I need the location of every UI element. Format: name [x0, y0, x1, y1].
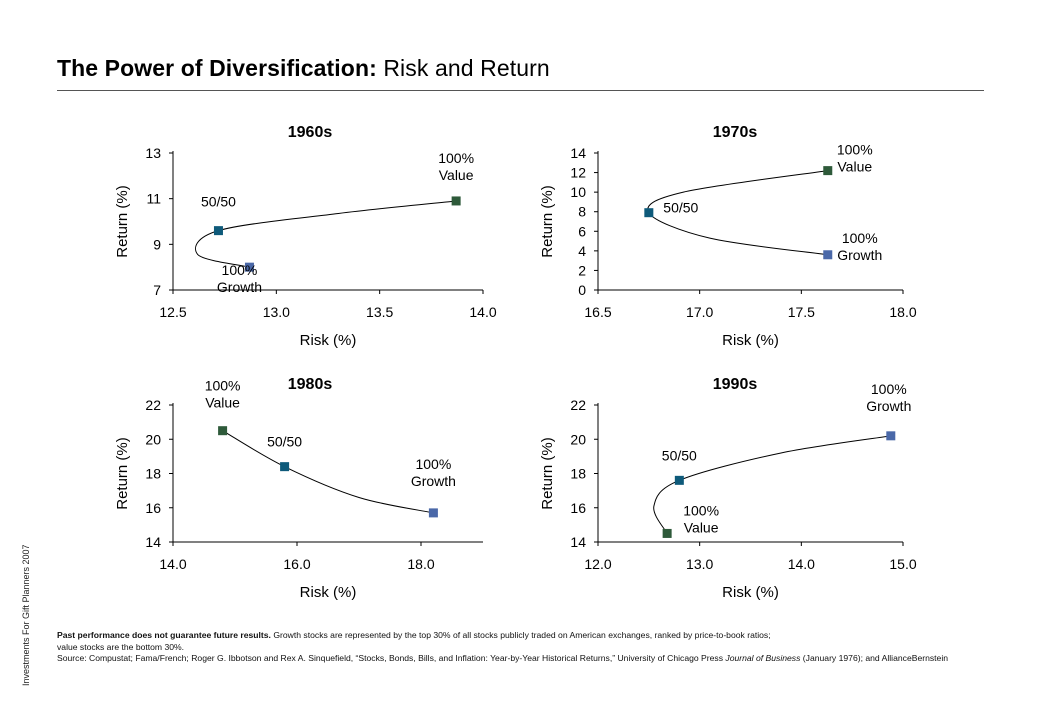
y-tick-label: 14 — [145, 534, 161, 550]
y-tick-label: 10 — [570, 184, 586, 200]
point-label-100-value: 100% Value — [683, 502, 719, 535]
y-tick-label: 18 — [145, 466, 161, 482]
page-title-rest: Risk and Return — [376, 55, 550, 81]
frontier-curve — [195, 200, 457, 268]
y-tick-label: 20 — [145, 431, 161, 447]
y-tick-label: 2 — [578, 262, 586, 278]
x-tick-label: 14.0 — [159, 556, 186, 572]
point-100-growth — [428, 508, 438, 518]
x-tick-label: 15.0 — [889, 556, 916, 572]
footnote-source: Source: Compustat; Fama/French; Roger G.… — [57, 653, 972, 665]
point-label-50-50: 50/50 — [663, 200, 698, 216]
point-50-50 — [213, 226, 223, 236]
x-tick-label: 17.5 — [788, 304, 815, 320]
point-label-100-value: 100% Value — [837, 142, 873, 175]
point-label-50-50: 50/50 — [267, 434, 302, 450]
chart-1960s: 1960s 7 9 11 13 12.5 13.0 13.5 14.0 Risk (%) Retur… — [114, 124, 497, 349]
x-tick-label: 16.0 — [283, 556, 310, 572]
point-100-value — [662, 528, 672, 538]
x-tick-label: 18.0 — [889, 304, 916, 320]
point-label-100-growth: 100% Growth — [866, 381, 911, 414]
y-tick-label: 18 — [570, 466, 586, 482]
footnote-source-journal: Journal of Business — [725, 653, 801, 664]
y-tick-label: 7 — [153, 282, 161, 298]
x-tick-label: 13.0 — [263, 304, 290, 320]
point-100-growth — [244, 262, 254, 272]
footnote-source-b: (January 1976); and AllianceBernstein — [800, 653, 949, 664]
y-tick-label: 0 — [578, 282, 586, 298]
x-tick-label: 13.0 — [686, 556, 713, 572]
x-axis-label: Risk (%) — [300, 332, 357, 349]
point-label-100-growth: 100% Growth — [411, 456, 456, 489]
y-tick-label: 4 — [578, 243, 586, 259]
y-tick-label: 16 — [570, 500, 586, 516]
y-tick-label: 22 — [570, 397, 586, 413]
point-100-growth — [886, 431, 896, 441]
side-caption: Investments For Gift Planners 2007 — [21, 544, 31, 686]
page-title-bold: The Power of Diversification: — [57, 55, 377, 81]
y-tick-label: 6 — [578, 223, 586, 239]
y-tick-label: 16 — [145, 500, 161, 516]
page-title: The Power of Diversification: Risk and R… — [57, 55, 550, 82]
y-tick-label: 20 — [570, 431, 586, 447]
x-axis-label: Risk (%) — [722, 332, 779, 349]
x-tick-label: 18.0 — [407, 556, 434, 572]
footnote-source-a: Source: Compustat; Fama/French; Roger G.… — [57, 653, 726, 664]
x-tick-label: 16.5 — [584, 304, 611, 320]
y-tick-label: 12 — [570, 165, 586, 181]
x-tick-label: 12.0 — [584, 556, 611, 572]
chart-1970s: 1970s 0 2 4 6 8 10 12 14 16.5 17.0 17.5 18.0 Risk (%)… — [539, 124, 917, 349]
y-axis-label: Return (%) — [114, 185, 131, 258]
point-label-100-growth: 100% Growth — [837, 230, 882, 263]
y-tick-label: 8 — [578, 204, 586, 220]
x-tick-label: 14.0 — [788, 556, 815, 572]
y-tick-label: 11 — [146, 191, 161, 207]
point-label-100-value: 100% Value — [205, 378, 241, 411]
y-tick-label: 14 — [570, 534, 586, 550]
footnote: Past performance does not guarantee futu… — [57, 630, 972, 665]
footnote-disclaimer: Past performance does not guarantee futu… — [57, 630, 271, 640]
y-tick-label: 14 — [570, 145, 586, 161]
chart-title-1980s: 1980s — [288, 376, 333, 393]
x-axis-label: Risk (%) — [722, 584, 779, 601]
point-50-50 — [674, 475, 684, 485]
chart-title-1970s: 1970s — [713, 124, 758, 141]
y-axis-label: Return (%) — [114, 437, 131, 510]
point-label-100-value: 100% Value — [438, 150, 474, 183]
y-tick-label: 22 — [145, 397, 161, 413]
x-axis-label: Risk (%) — [300, 584, 357, 601]
chart-title-1960s: 1960s — [288, 124, 333, 141]
y-tick-label: 13 — [145, 145, 161, 161]
frontier-curve — [222, 430, 434, 514]
point-label-50-50: 50/50 — [201, 194, 236, 210]
footnote-line-1: Past performance does not guarantee futu… — [57, 630, 972, 642]
point-100-growth — [823, 250, 833, 260]
point-50-50 — [280, 462, 290, 472]
point-100-value — [823, 166, 833, 176]
point-label-100-growth: 100% Growth — [217, 262, 262, 295]
chart-title-1990s: 1990s — [713, 376, 758, 393]
point-50-50 — [644, 208, 654, 218]
chart-1980s: 1980s 14 16 18 20 22 14.0 16.0 18.0 Risk (%) Retur… — [114, 376, 483, 601]
x-tick-label: 13.5 — [366, 304, 393, 320]
y-axis-label: Return (%) — [539, 437, 556, 510]
frontier-curve — [653, 435, 891, 534]
y-axis-label: Return (%) — [539, 185, 556, 258]
x-tick-label: 12.5 — [159, 304, 186, 320]
footnote-value-def: value stocks are the bottom 30%. — [57, 641, 185, 652]
x-tick-label: 14.0 — [469, 304, 496, 320]
title-divider — [57, 90, 984, 91]
point-100-value — [218, 426, 228, 436]
chart-1990s: 1990s 14 16 18 20 22 12.0 13.0 14.0 15.0 Risk (%) R… — [539, 376, 917, 601]
y-tick-label: 9 — [153, 236, 161, 252]
footnote-growth-def: Growth stocks are represented by the top… — [270, 630, 771, 640]
point-label-50-50: 50/50 — [662, 447, 697, 463]
x-tick-label: 17.0 — [686, 304, 713, 320]
point-100-value — [451, 196, 461, 206]
